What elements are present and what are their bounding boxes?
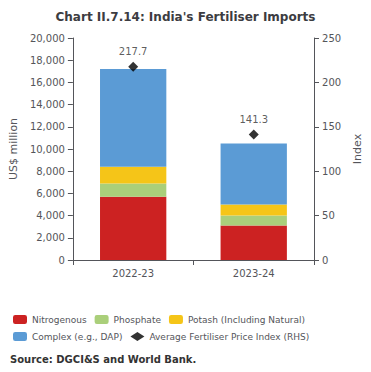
svg-text:Potash (Including Natural): Potash (Including Natural) (188, 315, 305, 325)
svg-text:250: 250 (322, 33, 341, 44)
svg-text:Nitrogenous: Nitrogenous (32, 315, 87, 325)
svg-text:10,000: 10,000 (30, 144, 65, 155)
svg-text:141.3: 141.3 (239, 114, 268, 125)
svg-text:Complex (e.g., DAP): Complex (e.g., DAP) (32, 332, 122, 342)
svg-text:12,000: 12,000 (30, 121, 65, 132)
svg-text:8,000: 8,000 (36, 166, 65, 177)
svg-text:150: 150 (322, 121, 341, 132)
svg-text:0: 0 (322, 255, 328, 266)
svg-text:2,000: 2,000 (36, 232, 65, 243)
svg-text:Average Fertiliser Price Index: Average Fertiliser Price Index (RHS) (149, 332, 309, 342)
svg-text:0: 0 (59, 255, 65, 266)
svg-text:Chart II.7.14: India's Fertili: Chart II.7.14: India's Fertiliser Import… (56, 10, 316, 24)
svg-text:100: 100 (322, 166, 341, 177)
svg-text:200: 200 (322, 77, 341, 88)
svg-text:50: 50 (322, 210, 335, 221)
svg-text:14,000: 14,000 (30, 99, 65, 110)
svg-text:2023-24: 2023-24 (233, 268, 275, 279)
svg-text:6,000: 6,000 (36, 188, 65, 199)
svg-text:2022-23: 2022-23 (112, 268, 154, 279)
svg-text:4,000: 4,000 (36, 210, 65, 221)
svg-text:Phosphate: Phosphate (114, 315, 162, 325)
svg-text:US$ million: US$ million (7, 118, 20, 180)
svg-text:18,000: 18,000 (30, 55, 65, 66)
svg-text:16,000: 16,000 (30, 77, 65, 88)
svg-text:Source: DGCI&S and World Bank.: Source: DGCI&S and World Bank. (10, 354, 196, 365)
svg-text:20,000: 20,000 (30, 33, 65, 44)
svg-text:Index: Index (351, 133, 364, 164)
svg-text:217.7: 217.7 (119, 46, 148, 57)
